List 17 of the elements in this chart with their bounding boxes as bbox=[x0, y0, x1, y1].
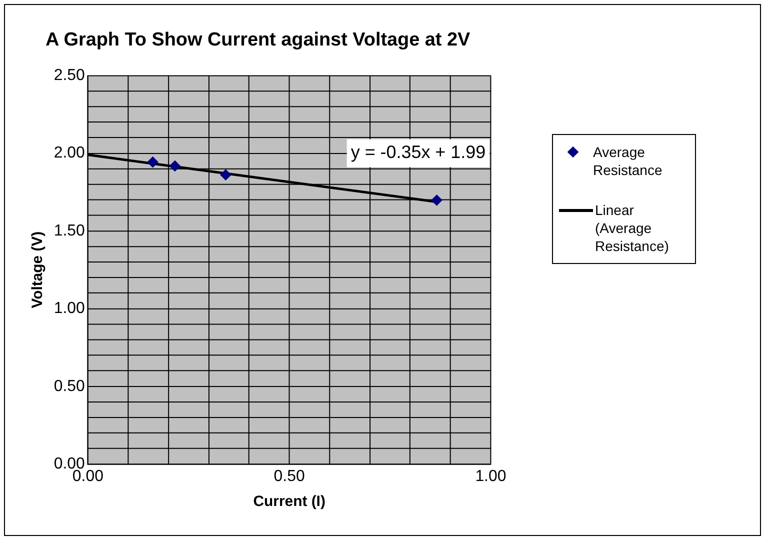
point bbox=[431, 194, 442, 206]
y-axis-title: Voltage (V) bbox=[29, 231, 46, 308]
y-tick-label: 0.50 bbox=[54, 378, 86, 395]
point bbox=[220, 169, 232, 180]
point bbox=[147, 156, 158, 168]
y-tick-label: 2.50 bbox=[54, 66, 86, 84]
y-tick-label: 1.50 bbox=[54, 222, 86, 240]
legend-label: Average Resistance bbox=[593, 143, 664, 179]
chart-title: A Graph To Show Current against Voltage at 2V bbox=[46, 29, 471, 50]
x-axis-title: Current (I) bbox=[253, 493, 326, 510]
y-tick-label: 1.00 bbox=[54, 300, 86, 318]
annotation: y = -0.35x + 1.99 bbox=[350, 142, 486, 162]
x-tick-label: 0.50 bbox=[274, 468, 305, 486]
x-tick-label: 1.00 bbox=[475, 468, 506, 486]
point bbox=[169, 160, 180, 172]
legend-label: Linear (Average Resistance) bbox=[595, 201, 670, 255]
y-tick-label: 2.00 bbox=[54, 144, 86, 162]
